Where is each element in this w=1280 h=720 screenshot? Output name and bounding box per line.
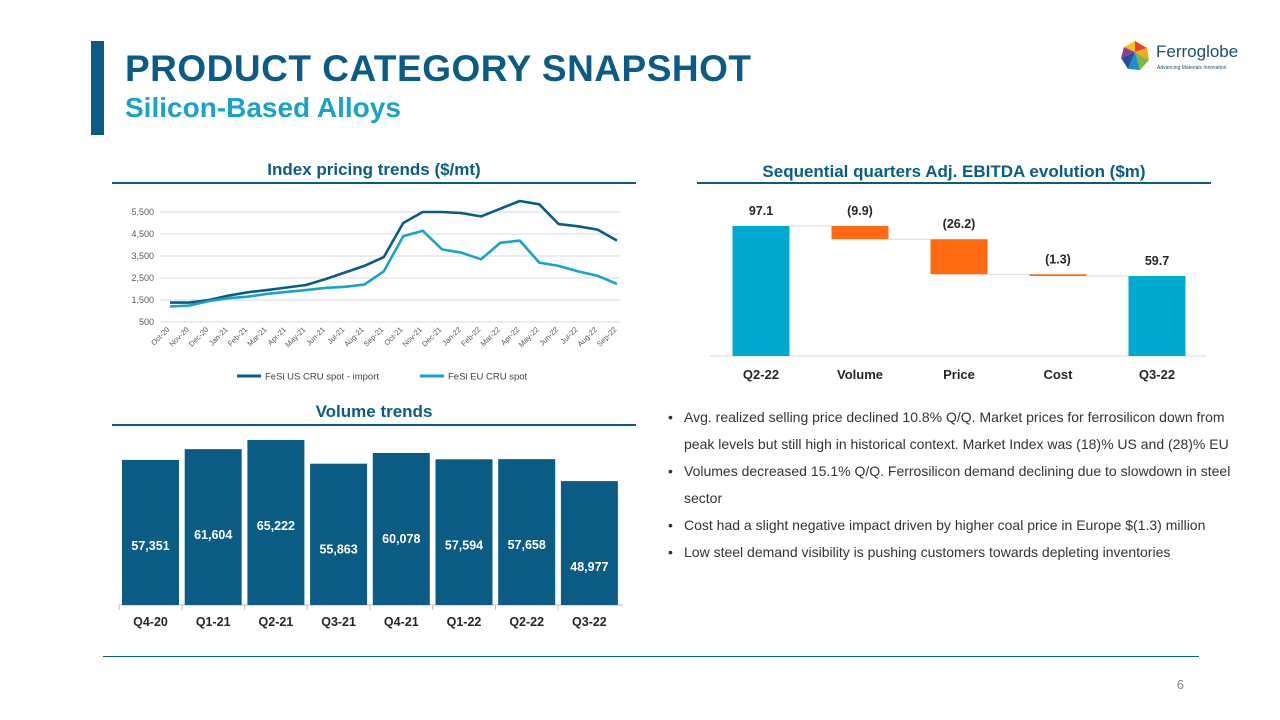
x-tick-label: May-21: [283, 325, 307, 349]
x-tick-label: Mar-22: [479, 325, 502, 348]
index-pricing-title: Index pricing trends ($/mt): [267, 160, 481, 179]
y-tick-label: 2,500: [131, 273, 154, 283]
y-tick-label: 3,500: [131, 251, 154, 261]
waterfall-bar: [1128, 276, 1186, 356]
category-label: Q2-22: [509, 615, 544, 629]
category-label: Price: [943, 367, 975, 382]
bar-value-label: 55,863: [319, 543, 357, 557]
ferroglobe-logo: Ferroglobe Advancing Materials Innovatio…: [1120, 40, 1245, 76]
x-tick-label: Jun-21: [304, 325, 327, 348]
logo-wordmark: Ferroglobe: [1156, 42, 1239, 61]
index-pricing-line-chart: 5,5004,5003,5002,5001,500500Oct-20Nov-20…: [131, 199, 620, 383]
commentary-item: Avg. realized selling price declined 10.…: [666, 404, 1246, 458]
bar-value-label: 57,658: [508, 538, 546, 552]
volume-bar: [184, 449, 242, 605]
ebitda-rule: [697, 182, 1211, 184]
bar-value-label: 57,351: [131, 539, 169, 553]
bar-value-label: 60,078: [382, 532, 420, 546]
volume-bar: [560, 481, 618, 605]
commentary-list: Avg. realized selling price declined 10.…: [666, 404, 1246, 566]
bar-value-label: 65,222: [257, 519, 295, 533]
x-tick-label: Aug-22: [576, 325, 599, 348]
x-tick-label: Aug-21: [342, 325, 365, 348]
y-tick-label: 500: [139, 317, 154, 327]
category-label: Q1-21: [196, 615, 231, 629]
category-label: Q1-22: [447, 615, 482, 629]
commentary-item: Volumes decreased 15.1% Q/Q. Ferrosilico…: [666, 458, 1246, 512]
volume-trends-title: Volume trends: [315, 402, 433, 421]
y-tick-label: 5,500: [131, 207, 154, 217]
value-label: (9.9): [847, 204, 873, 218]
volume-bar: [498, 459, 556, 605]
x-tick-label: Feb-22: [459, 325, 482, 348]
x-tick-label: Feb-21: [226, 325, 249, 348]
x-tick-label: Sep-22: [595, 325, 618, 348]
legend-label: FeSi US CRU spot - import: [265, 372, 379, 383]
bar-value-label: 61,604: [194, 528, 232, 542]
x-tick-label: Mar-21: [245, 325, 268, 348]
volume-bar: [372, 453, 430, 605]
bar-value-label: 57,594: [445, 538, 483, 552]
category-label: Cost: [1044, 367, 1074, 382]
index-pricing-rule: [112, 182, 636, 184]
category-label: Q3-21: [321, 615, 356, 629]
commentary-item: Low steel demand visibility is pushing c…: [666, 539, 1246, 566]
x-tick-label: Jun-22: [538, 325, 561, 348]
category-label: Q2-22: [743, 367, 779, 382]
series-line-eu: [169, 229, 618, 308]
waterfall-bar: [1029, 274, 1087, 277]
page-title: PRODUCT CATEGORY SNAPSHOT: [125, 48, 752, 89]
page-subtitle: Silicon-Based Alloys: [125, 92, 401, 123]
x-tick-label: Jan-22: [440, 325, 463, 348]
category-label: Q3-22: [572, 615, 607, 629]
waterfall-bar: [831, 225, 889, 240]
waterfall-bar: [930, 239, 988, 275]
logo-tagline: Advancing Materials Innovation: [1157, 65, 1227, 71]
x-tick-label: Dec-21: [420, 325, 443, 348]
series-line-us: [170, 199, 618, 304]
x-tick-label: Dec-20: [187, 325, 210, 348]
page-number: 6: [1176, 677, 1184, 692]
title-accent-bar: [91, 41, 104, 135]
category-label: Volume: [837, 367, 883, 382]
volume-bar: [247, 440, 305, 605]
x-tick-label: Nov-21: [401, 325, 424, 348]
x-tick-label: Jan-21: [207, 325, 230, 348]
commentary-item: Cost had a slight negative impact driven…: [666, 512, 1246, 539]
volume-bar-chart: 57,351 Q4-20 61,604 Q1-21 65,222 Q2-21 55,863 Q…: [118, 440, 623, 629]
volume-bar: [435, 459, 493, 605]
legend-label: FeSi EU CRU spot: [448, 372, 528, 383]
value-label: 59.7: [1145, 254, 1169, 268]
y-tick-label: 1,500: [131, 295, 154, 305]
waterfall-bar: [732, 225, 790, 356]
category-label: Q4-20: [133, 615, 168, 629]
x-tick-label: May-22: [517, 325, 541, 349]
x-tick-label: Nov-20: [167, 325, 190, 348]
volume-trends-rule: [112, 424, 636, 426]
y-tick-label: 4,500: [131, 229, 154, 239]
bar-value-label: 48,977: [570, 560, 608, 574]
ebitda-title: Sequential quarters Adj. EBITDA evolutio…: [762, 162, 1146, 181]
category-label: Q3-22: [1139, 367, 1175, 382]
ebitda-waterfall-chart: 97.1 Q2-22 (9.9) Volume (26.2) Price (1.3) Cost…: [710, 204, 1207, 382]
volume-bar: [122, 459, 179, 605]
category-label: Q2-21: [259, 615, 294, 629]
x-tick-label: Sep-21: [362, 325, 385, 348]
value-label: (26.2): [943, 217, 976, 231]
volume-bar: [310, 463, 368, 605]
category-label: Q4-21: [384, 615, 419, 629]
multicolor-globe-icon: [1121, 41, 1149, 70]
value-label: 97.1: [749, 204, 773, 218]
footer-rule: [103, 656, 1199, 657]
value-label: (1.3): [1045, 252, 1071, 266]
